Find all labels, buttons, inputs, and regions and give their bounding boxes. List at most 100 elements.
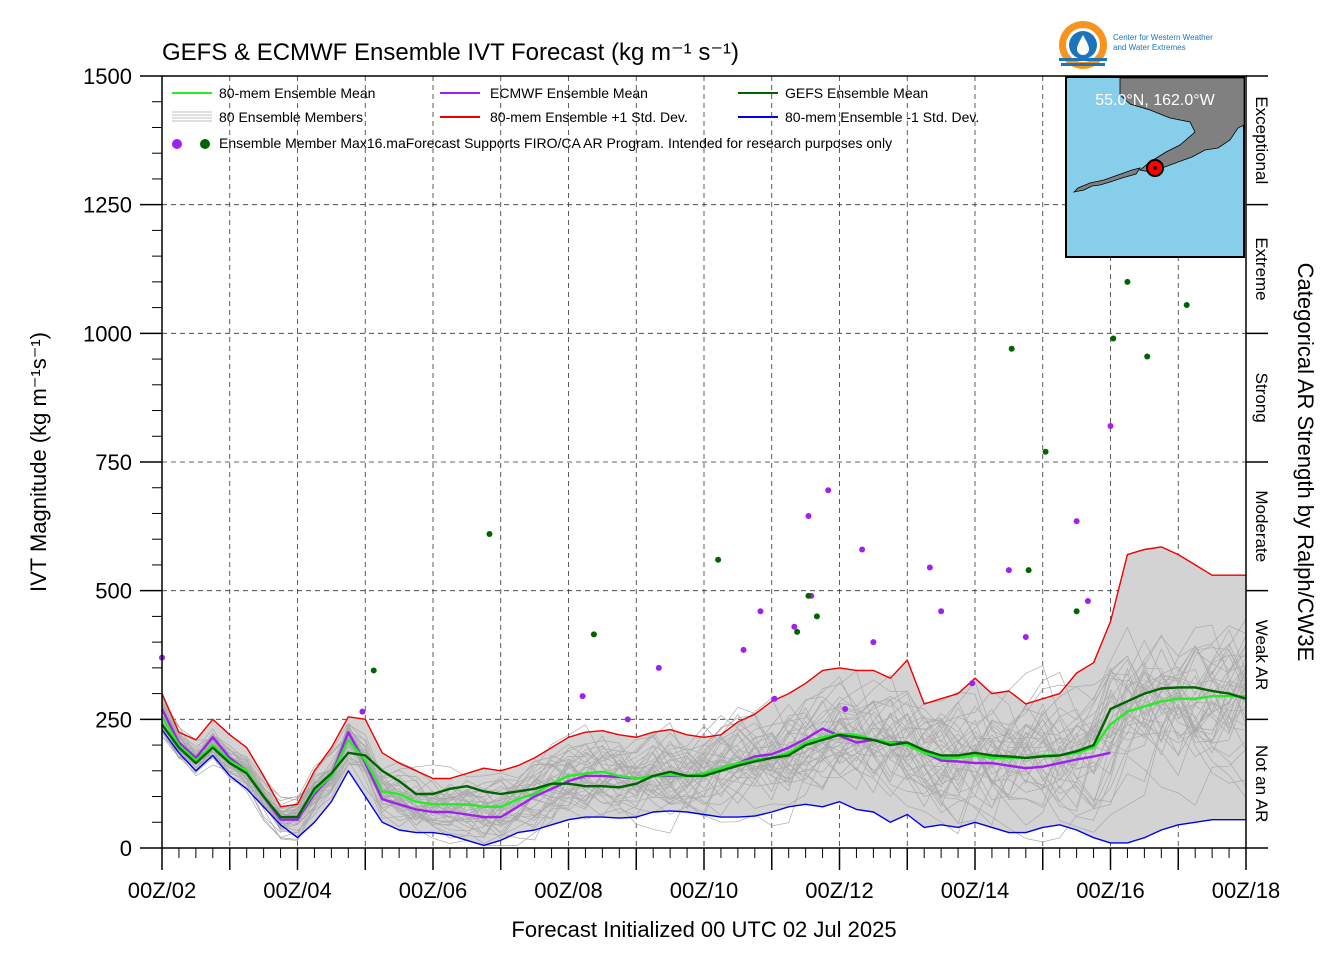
cw3e-logo: Center for Western Weather and Water Ext… <box>1059 21 1213 69</box>
member-max-dot <box>1008 345 1015 352</box>
member-max-dot <box>715 556 722 563</box>
x-tick-label: 00Z/08 <box>534 878 603 903</box>
category-label: Extreme <box>1252 237 1271 300</box>
member-max-dot <box>624 716 631 723</box>
category-label: Exceptional <box>1252 96 1271 184</box>
category-label: Strong <box>1252 373 1271 423</box>
logo-wave-1 <box>1059 58 1107 61</box>
ensemble-member-line <box>161 669 1247 833</box>
x-tick-label: 00Z/16 <box>1076 878 1145 903</box>
ensemble-member-line <box>161 671 1247 826</box>
member-max-dot <box>938 608 945 615</box>
legend-label-gefs: GEFS Ensemble Mean <box>785 85 928 101</box>
x-tick-label: 00Z/14 <box>941 878 1010 903</box>
member-max-dot <box>794 628 801 635</box>
location-marker-center <box>1153 166 1157 170</box>
series-lines <box>160 546 1247 847</box>
x-tick-label: 00Z/12 <box>805 878 874 903</box>
member-max-dot <box>1073 608 1080 615</box>
y-tick-label: 1500 <box>83 64 132 89</box>
member-max-dot <box>1107 422 1114 429</box>
std-dev-band <box>162 546 1246 846</box>
member-max-dot <box>655 664 662 671</box>
legend-dot-ecmwf-max <box>172 139 182 149</box>
y-axis-label: IVT Magnitude (kg m⁻¹s⁻¹) <box>26 332 51 592</box>
ensemble-member-line <box>161 672 1247 837</box>
member-max-dot <box>805 513 812 520</box>
member-max-dot <box>359 708 366 715</box>
ensemble-member-line <box>161 629 1247 821</box>
series-line-gefs-ensemble-mean <box>161 686 1247 819</box>
logo-text-line-1: Center for Western Weather <box>1113 33 1213 42</box>
ensemble-member-line <box>161 649 1247 841</box>
member-max-dot <box>486 531 493 538</box>
y-tick-label: 250 <box>95 707 132 732</box>
member-max-dot <box>1084 597 1091 604</box>
legend-label-minus-std: 80-mem Ensemble -1 Std. Dev. <box>785 109 979 125</box>
legend-max-label: Ensemble Member Max <box>219 135 367 151</box>
x-axis-label: Forecast Initialized 00 UTC 02 Jul 2025 <box>511 917 896 942</box>
member-max-dot <box>590 631 597 638</box>
legend-label-mean: 80-mem Ensemble Mean <box>219 85 375 101</box>
logo-wave-2 <box>1061 63 1105 66</box>
legend-label-members: 80 Ensemble Members <box>219 109 363 125</box>
legend-label-plus-std: 80-mem Ensemble +1 Std. Dev. <box>490 109 688 125</box>
category-label: Weak AR <box>1252 620 1271 691</box>
ensemble-member-line <box>161 659 1247 826</box>
y-axis: 0 250 500 750 1000 1250 1500 <box>83 64 162 861</box>
member-max-dot <box>1144 353 1151 360</box>
legend-note-text: 16.maForecast Supports FIRO/CA AR Progra… <box>367 135 892 151</box>
ensemble-member-line <box>161 635 1247 821</box>
legend-note: Ensemble Member Max16.maForecast Support… <box>219 135 892 151</box>
logo-text-line-2: and Water Extremes <box>1113 43 1186 52</box>
member-max-dot <box>1042 448 1049 455</box>
ensemble-member-line <box>161 686 1247 833</box>
member-max-dot <box>740 646 747 653</box>
y-tick-label: 500 <box>95 579 132 604</box>
legend-label-ecmwf: ECMWF Ensemble Mean <box>490 85 648 101</box>
std-dev-shading <box>162 546 1246 846</box>
member-max-dot <box>1183 302 1190 309</box>
inset-land-aleutians <box>1072 167 1141 193</box>
category-axis-label: Categorical AR Strength by Ralph/CW3E <box>1293 263 1318 662</box>
member-max-dot <box>1025 567 1032 574</box>
member-max-dot <box>1005 567 1012 574</box>
member-max-dot <box>791 623 798 630</box>
series-line-80-mem-ensemble-1-std-dev- <box>161 729 1246 847</box>
x-tick-label: 00Z/18 <box>1212 878 1281 903</box>
member-max-dot <box>370 667 377 674</box>
series-line-80-mem-ensemble-1-std-dev- <box>161 546 1246 808</box>
member-max-dot <box>1022 633 1029 640</box>
x-axis: 00Z/02 00Z/04 00Z/06 00Z/08 00Z/10 00Z/12 00Z/… <box>128 848 1281 903</box>
member-max-dot <box>579 693 586 700</box>
water-drop-icon <box>1077 35 1089 55</box>
chart-title: GEFS & ECMWF Ensemble IVT Forecast (kg m… <box>162 39 739 66</box>
member-max-dot <box>1124 278 1131 285</box>
category-axis: Not an AR Weak AR Moderate Strong Extreme Exc… <box>1246 75 1271 849</box>
member-max-dot <box>842 706 849 713</box>
y-tick-label: 1250 <box>83 193 132 218</box>
location-map-inset: 55.0°N, 162.0°W <box>1065 76 1245 258</box>
y-tick-label: 1000 <box>83 321 132 346</box>
member-max-dot <box>1073 518 1080 525</box>
member-max-dot <box>926 564 933 571</box>
legend-dot-gefs-max <box>200 139 210 149</box>
y-tick-label: 750 <box>95 450 132 475</box>
member-max-dot <box>1110 335 1117 342</box>
member-max-dot <box>825 487 832 494</box>
legend: 80-mem Ensemble Mean ECMWF Ensemble Mean… <box>172 85 979 151</box>
member-max-dot <box>813 613 820 620</box>
member-max-dot <box>771 695 778 702</box>
x-tick-label: 00Z/10 <box>670 878 739 903</box>
member-max-dot <box>870 639 877 646</box>
member-max-dot <box>757 608 764 615</box>
member-max-dot <box>859 546 866 553</box>
legend-swatch-members <box>172 111 212 122</box>
x-tick-label: 00Z/04 <box>263 878 332 903</box>
member-max-dot <box>805 592 812 599</box>
inset-land-alaska <box>1119 77 1245 173</box>
ensemble-member-line <box>161 644 1247 846</box>
category-label: Not an AR <box>1252 745 1271 823</box>
member-max-dots <box>159 278 1190 723</box>
